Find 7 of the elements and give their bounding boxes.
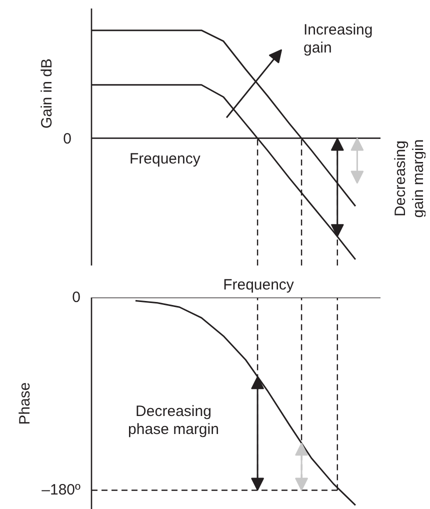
y-axis-title: Gain in dB (38, 58, 56, 129)
annotation: Decreasing phase margin (128, 403, 219, 438)
x-axis-title: Frequency (223, 276, 294, 294)
y-axis-title: Phase (16, 382, 34, 425)
y-tick-label: –180º (42, 482, 82, 499)
annotation: Increasing gain (304, 22, 373, 56)
annotation: Frequency (130, 150, 201, 168)
